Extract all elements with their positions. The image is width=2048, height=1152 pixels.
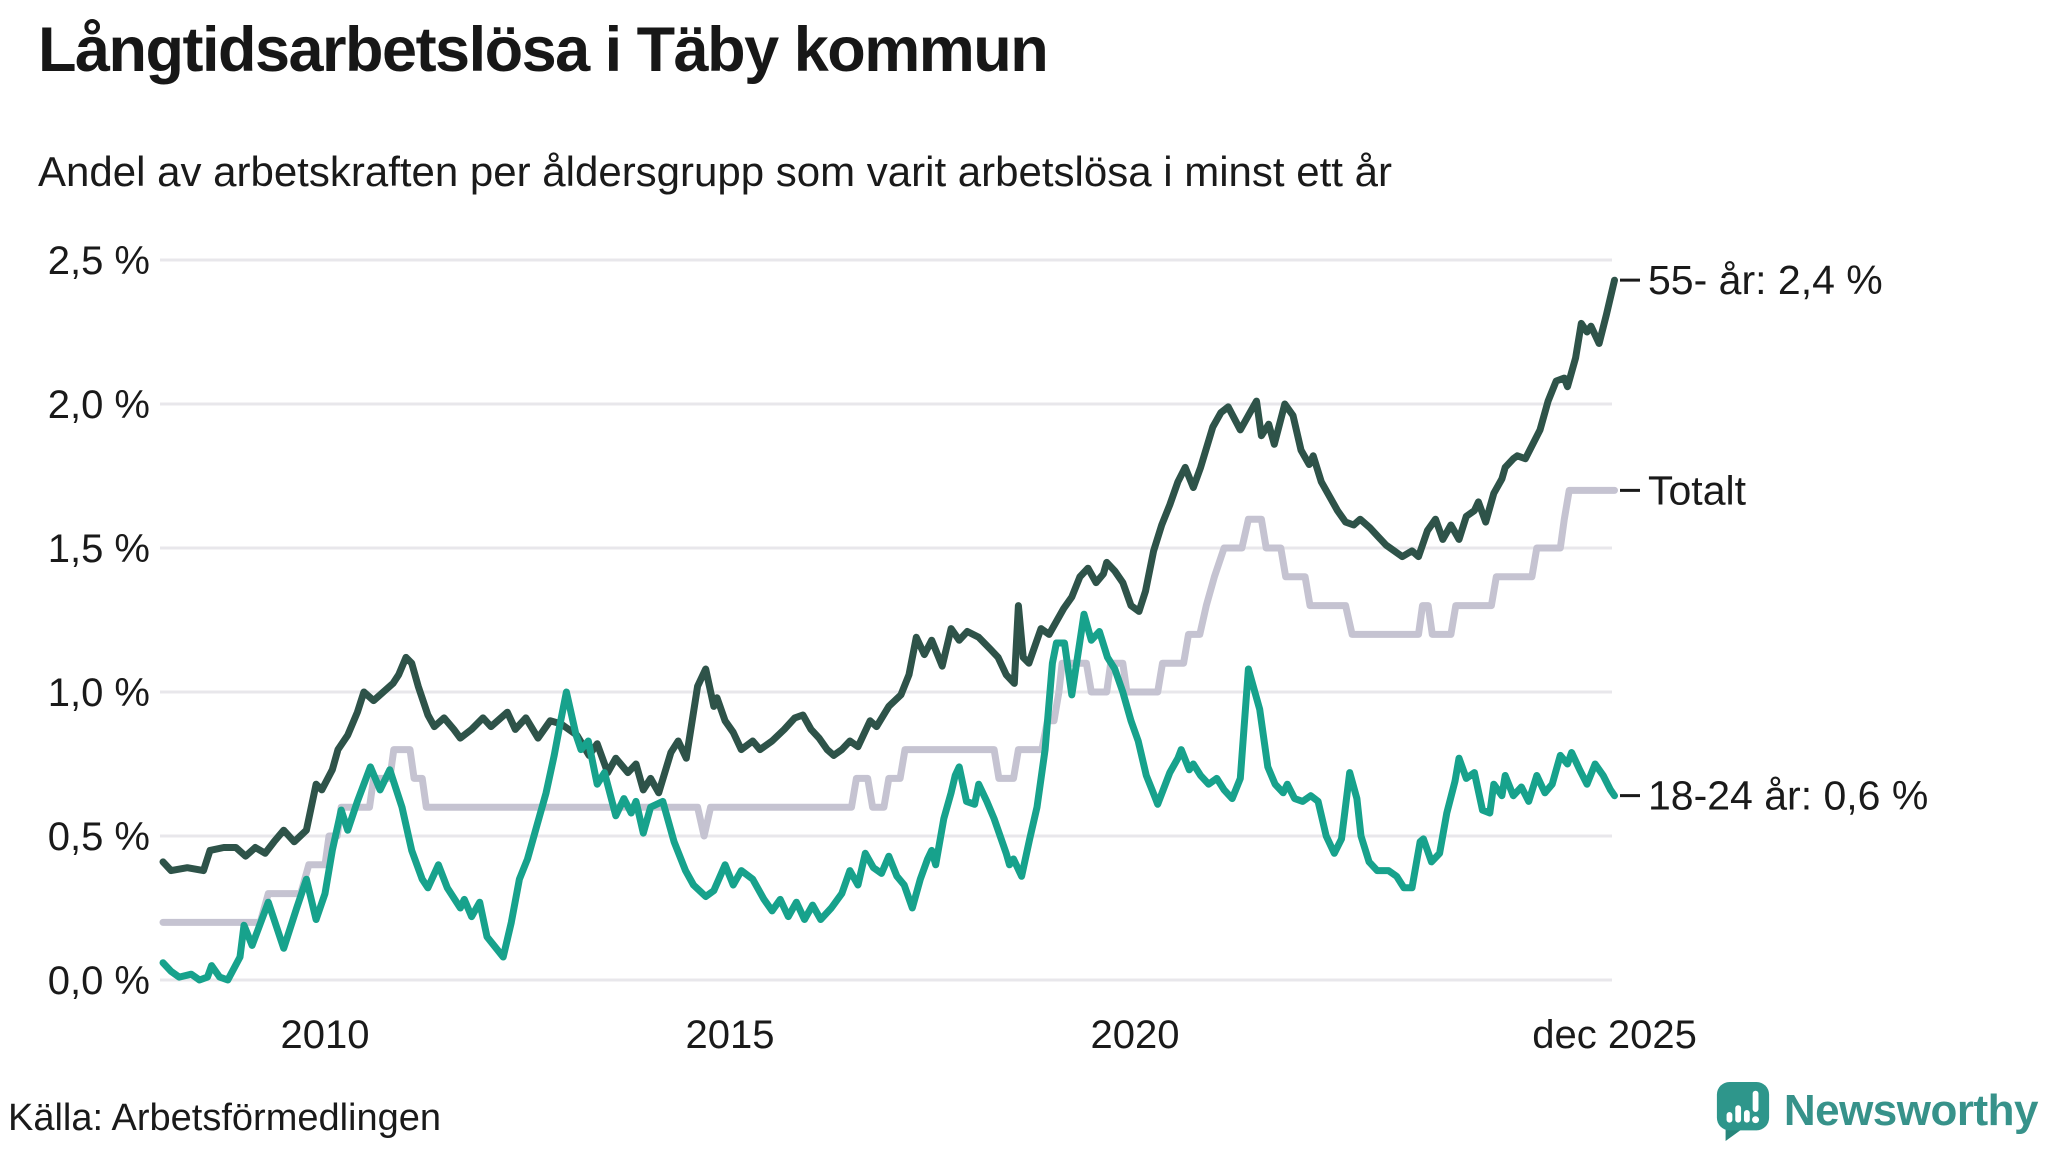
series-line-18-24-r <box>159 610 1618 984</box>
series-line-totalt <box>159 486 1618 926</box>
x-tick-label: dec 2025 <box>1532 1013 1697 1057</box>
series-end-label: 55- år: 2,4 % <box>1648 257 1883 303</box>
x-tick-label: 2020 <box>1091 1013 1180 1057</box>
gridlines <box>160 258 1612 982</box>
series-line-55-r <box>159 276 1618 875</box>
series-end-label: 18-24 år: 0,6 % <box>1648 773 1928 819</box>
source-note: Källa: Arbetsförmedlingen <box>8 1097 442 1139</box>
y-tick-label: 1,0 % <box>48 671 150 715</box>
y-tick-label: 2,5 % <box>48 239 150 283</box>
y-tick-label: 1,5 % <box>48 527 150 571</box>
newsworthy-logo: Newsworthy <box>1714 1080 2039 1142</box>
y-tick-label: 0,0 % <box>48 959 150 1003</box>
newsworthy-wordmark: Newsworthy <box>1783 1086 2039 1135</box>
series-end-labels: 55- år: 2,4 % Totalt 18-24 år: 0,6 % <box>1620 257 1928 819</box>
y-tick-label: 2,0 % <box>48 383 150 427</box>
x-tick-label: 2010 <box>281 1013 370 1057</box>
page-title: Långtidsarbetslösa i Täby kommun <box>38 15 1049 85</box>
x-axis-tick-labels: 2010 2015 2020 dec 2025 <box>281 1013 1697 1057</box>
page-subtitle: Andel av arbetskraften per åldersgrupp s… <box>38 148 1392 195</box>
y-tick-label: 0,5 % <box>48 815 150 859</box>
series-lines <box>159 276 1618 984</box>
y-axis-tick-labels: 2,5 % 2,0 % 1,5 % 1,0 % 0,5 % 0,0 % <box>48 239 150 1003</box>
x-tick-label: 2015 <box>686 1013 775 1057</box>
newsworthy-logo-icon <box>1716 1082 1769 1141</box>
series-end-label: Totalt <box>1648 467 1747 513</box>
